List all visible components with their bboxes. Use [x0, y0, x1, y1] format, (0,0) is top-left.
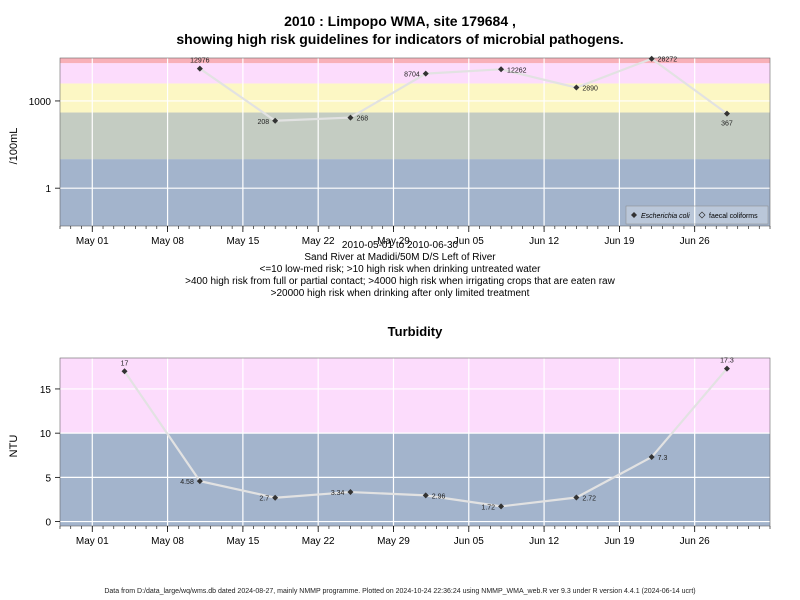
panel1-risk-band-4 [60, 63, 770, 84]
panel1-x-tick-label: May 01 [76, 236, 109, 247]
panel1-risk-band-1 [60, 159, 770, 226]
panel2-y-axis-label: NTU [8, 435, 20, 458]
legend-symbol-ecoli [631, 212, 637, 218]
panel2-data-label: 2.96 [432, 493, 446, 500]
panel1-data-point [422, 70, 429, 77]
panel1-risk-band-3 [60, 83, 770, 113]
panel2-chart-title: Turbidity [388, 324, 443, 339]
panel2-x-tick-label: Jun 19 [604, 536, 634, 547]
panel2-x-tick-label: May 22 [302, 536, 335, 547]
subtitle-date-range: 2010-05-01 to 2010-06-30 [341, 240, 459, 251]
panel2-y-tick-label: 5 [45, 473, 51, 484]
panel1-data-label: 12976 [190, 58, 210, 65]
panel2-data-label: 17.3 [720, 358, 734, 365]
panel2-data-point [121, 368, 128, 375]
panel1-y-tick-label: 1000 [29, 97, 52, 108]
panel1-y-axis-label: /100mL [8, 128, 20, 165]
legend-label-faecal: faecal coliforms [709, 213, 758, 220]
panel1-data-point [498, 66, 505, 73]
panel1-x-tick-label: Jun 26 [680, 236, 710, 247]
panel2-data-label: 1.72 [481, 504, 495, 511]
panel1-data-point [272, 117, 279, 124]
panel1-x-tick-label: Jun 19 [604, 236, 634, 247]
panel2-data-point [723, 365, 730, 372]
panel2-data-point [272, 494, 279, 501]
panel2-risk-band-1 [60, 433, 770, 526]
panel2-data-point [498, 503, 505, 510]
panel2-x-tick-label: May 01 [76, 536, 109, 547]
panel1-data-point [347, 114, 354, 121]
panel2-data-label: 2.7 [259, 496, 269, 503]
panel2-y-tick-label: 10 [40, 429, 52, 440]
panel2-data-label: 7.3 [658, 455, 668, 462]
panel1-series-line [199, 57, 728, 122]
panel2-data-point [422, 492, 429, 499]
panel2-x-tick-label: May 29 [377, 536, 410, 547]
panel2-data-label: 17 [121, 360, 129, 367]
panel1-data-point [648, 55, 655, 62]
panel2-data-point [573, 494, 580, 501]
panel1-data-point [573, 84, 580, 91]
footer-note: Data from D:/data_large/wq/wms.db dated … [104, 588, 696, 595]
panel2-data-point [347, 489, 354, 496]
chart-title-line1: 2010 : Limpopo WMA, site 179684 , [284, 13, 516, 29]
panel1-x-tick-label: Jun 05 [454, 236, 484, 247]
panel1-data-point [196, 65, 203, 72]
panel1-data-label: 12262 [507, 67, 527, 74]
panel1-data-label: 367 [721, 121, 733, 128]
panel1-data-label: 28272 [658, 57, 678, 64]
panel1-y-tick-label: 1 [45, 184, 51, 195]
chart-title-line2: showing high risk guidelines for indicat… [176, 31, 624, 47]
panel2-x-tick-label: May 15 [226, 536, 259, 547]
panel2-x-tick-label: Jun 12 [529, 536, 559, 547]
panel2-y-tick-label: 0 [45, 518, 51, 529]
legend-box [625, 205, 769, 225]
panel1-data-label: 208 [257, 119, 269, 126]
panel1-x-tick-label: Jun 12 [529, 236, 559, 247]
panel2-risk-band-2 [60, 358, 770, 434]
subtitle-guideline-1: <=10 low-med risk; >10 high risk when dr… [259, 264, 541, 275]
subtitle-guideline-3: >20000 high risk when drinking after onl… [270, 288, 530, 299]
panel2-data-label: 2.72 [582, 496, 596, 503]
panel1-data-label: 268 [356, 116, 368, 123]
panel2-y-tick-label: 15 [40, 385, 52, 396]
panel1-x-tick-label: May 29 [377, 236, 410, 247]
panel2-data-point [196, 478, 203, 485]
subtitle-guideline-2: >400 high risk from full or partial cont… [185, 276, 615, 287]
panel1-data-point [723, 110, 730, 117]
panel1-x-tick-label: May 08 [151, 236, 184, 247]
panel1-x-tick-label: May 15 [226, 236, 259, 247]
panel2-data-label: 4.58 [180, 479, 194, 486]
panel1-risk-band-2 [60, 112, 770, 160]
panel1-x-tick-label: May 22 [302, 236, 335, 247]
panel2-x-tick-label: Jun 05 [454, 536, 484, 547]
panel2-x-tick-label: Jun 26 [680, 536, 710, 547]
panel1-data-label: 8704 [404, 72, 420, 79]
panel1-data-label: 2890 [582, 86, 598, 93]
panel2-data-label: 3.34 [331, 490, 345, 497]
panel2-data-point [648, 454, 655, 461]
subtitle-site: Sand River at Madidi/50M D/S Left of Riv… [304, 252, 496, 263]
legend-symbol-faecal [698, 211, 706, 219]
panel1-risk-band-5 [60, 58, 770, 64]
panel2-x-tick-label: May 08 [151, 536, 184, 547]
legend-label-ecoli: Escherichia coli [641, 213, 690, 220]
